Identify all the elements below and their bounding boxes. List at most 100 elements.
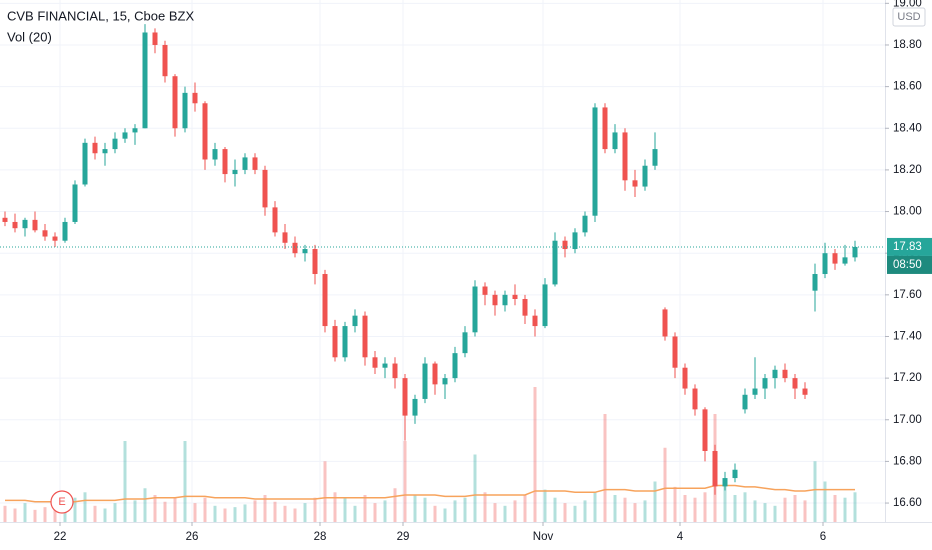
- volume-bar: [363, 495, 367, 522]
- volume-bar: [93, 505, 97, 522]
- candle-body: [772, 369, 778, 379]
- volume-bar: [3, 505, 7, 522]
- candle-body: [252, 157, 258, 170]
- volume-bar: [473, 454, 477, 522]
- volume-bar: [223, 508, 227, 522]
- volume-bar: [723, 481, 727, 522]
- volume-bar: [103, 508, 107, 522]
- volume-bar: [653, 481, 657, 522]
- earnings-marker: [50, 490, 74, 514]
- candle-body: [302, 249, 308, 254]
- volume-bar: [833, 495, 837, 522]
- candle-body: [12, 221, 18, 229]
- candle-body: [452, 353, 458, 379]
- candle-body: [662, 309, 668, 337]
- candle-body: [722, 478, 728, 487]
- candle-body: [562, 240, 568, 250]
- volume-bar: [153, 495, 157, 522]
- candle-body: [552, 240, 558, 285]
- volume-bar: [43, 507, 47, 522]
- candle-body: [482, 286, 488, 295]
- candle-body: [42, 230, 48, 237]
- candle-body: [412, 398, 418, 416]
- volume-bar: [283, 505, 287, 522]
- candle-body: [622, 132, 628, 181]
- candles: [2, 24, 858, 495]
- x-tick-label: 26: [186, 531, 199, 543]
- volume-bar: [783, 497, 787, 522]
- candle-body: [842, 257, 848, 264]
- candle-body: [312, 249, 318, 275]
- candle-body: [822, 253, 828, 275]
- volume-bar: [73, 497, 77, 522]
- currency[interactable]: USD: [897, 11, 920, 23]
- countdown-tag: [887, 255, 932, 274]
- volume-bar: [123, 441, 127, 522]
- candle-body: [802, 388, 808, 395]
- earnings-label: E: [58, 496, 65, 508]
- candle-body: [322, 274, 328, 327]
- candle-body: [102, 149, 108, 154]
- candle-body: [162, 44, 168, 77]
- candle-body: [212, 149, 218, 160]
- volume-bar: [753, 500, 757, 522]
- volume-bar: [453, 500, 457, 522]
- volume-bar: [793, 495, 797, 522]
- candle-body: [62, 221, 68, 241]
- volume-bar: [703, 492, 707, 522]
- volume-bar: [293, 508, 297, 522]
- candle-body: [742, 394, 748, 410]
- volume-bar: [523, 495, 527, 522]
- candle-body: [52, 236, 58, 241]
- candle-body: [332, 326, 338, 358]
- candle-body: [752, 388, 758, 395]
- volume-bar: [173, 497, 177, 522]
- candle-body: [572, 232, 578, 250]
- candle-body: [492, 294, 498, 306]
- volume-bar: [683, 495, 687, 522]
- volume-title: Vol (20): [7, 29, 52, 44]
- x-tick-label: 28: [314, 531, 327, 543]
- volume-bar: [603, 414, 607, 522]
- volume-bar: [463, 497, 467, 522]
- y-tick-label: 17.60: [893, 289, 922, 301]
- volume-bar: [533, 387, 537, 522]
- volume-bar: [733, 495, 737, 522]
- x-tick-label: 22: [54, 531, 67, 543]
- y-tick-label: 18.60: [893, 81, 922, 93]
- volume-bar: [233, 507, 237, 522]
- candle-body: [792, 378, 798, 389]
- volume-bar: [423, 497, 427, 522]
- currency-box[interactable]: [892, 7, 926, 27]
- volume-bar: [33, 509, 37, 522]
- y-tick-label: 17.40: [893, 331, 922, 343]
- volume-bar: [613, 495, 617, 522]
- candle-body: [652, 149, 658, 166]
- y-tick-label: 16.60: [893, 497, 922, 509]
- y-tick-label: 18.80: [893, 39, 922, 51]
- candle-body: [242, 157, 248, 170]
- last-price-label: 17.83: [893, 241, 922, 253]
- candle-body: [202, 103, 208, 160]
- candle-body: [502, 294, 508, 306]
- volume-bar: [543, 489, 547, 522]
- volume-bar: [203, 497, 207, 522]
- candle-body: [472, 286, 478, 333]
- candle-body: [132, 128, 138, 133]
- candle-body: [282, 232, 288, 243]
- x-tick-label: 29: [397, 531, 410, 543]
- volume-bar: [823, 481, 827, 522]
- volume-bar: [803, 500, 807, 522]
- volume-bar: [693, 497, 697, 522]
- candle-body: [92, 142, 98, 154]
- volume-bar: [763, 503, 767, 522]
- candle-body: [272, 207, 278, 233]
- candle-body: [732, 469, 738, 479]
- volume-bar: [253, 500, 257, 522]
- volume-bar: [343, 497, 347, 522]
- candle-body: [362, 315, 368, 358]
- volume-bar: [493, 503, 497, 522]
- candle-body: [702, 409, 708, 451]
- candle-body: [782, 369, 788, 379]
- candle-body: [82, 142, 88, 185]
